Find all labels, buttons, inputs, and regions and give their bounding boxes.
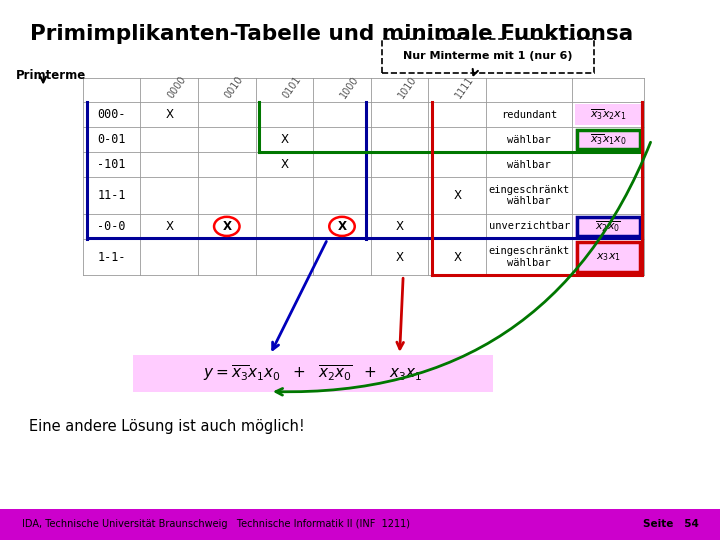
Text: $\overline{x_3}x_1x_0$: $\overline{x_3}x_1x_0$ <box>590 132 627 147</box>
Text: X: X <box>395 251 404 264</box>
Text: Seite   54: Seite 54 <box>642 519 698 529</box>
Text: Primimplikanten-Tabelle und minimale Funktionsa: Primimplikanten-Tabelle und minimale Fun… <box>30 24 633 44</box>
Text: Nur Minterme mit 1 (nur 6): Nur Minterme mit 1 (nur 6) <box>403 51 572 61</box>
Text: 1000: 1000 <box>338 75 361 100</box>
Text: $\overline{x_2}\overline{x_0}$: $\overline{x_2}\overline{x_0}$ <box>595 219 621 234</box>
Text: 11-1: 11-1 <box>97 189 126 202</box>
Text: redundant: redundant <box>501 110 557 119</box>
Text: eingeschränkt
wählbar: eingeschränkt wählbar <box>489 185 570 206</box>
Text: Primterme: Primterme <box>16 69 86 82</box>
Text: 000-: 000- <box>97 108 126 121</box>
Text: X: X <box>280 158 289 171</box>
Text: -0-0: -0-0 <box>97 220 126 233</box>
Text: IDA, Technische Universität Braunschweig   Technische Informatik II (INF  1211): IDA, Technische Universität Braunschweig… <box>22 519 410 529</box>
Text: wählbar: wählbar <box>508 160 551 170</box>
Text: 1-1-: 1-1- <box>97 251 126 264</box>
Bar <box>0 509 720 540</box>
Text: X: X <box>222 220 231 233</box>
Bar <box>577 217 640 236</box>
Text: X: X <box>395 220 404 233</box>
Text: 0010: 0010 <box>223 75 246 100</box>
Text: $x_3x_1$: $x_3x_1$ <box>596 251 621 263</box>
Text: 0000: 0000 <box>166 75 188 100</box>
Text: X: X <box>280 133 289 146</box>
Text: 1111: 1111 <box>454 75 476 100</box>
Bar <box>133 355 493 392</box>
Text: unverzichtbar: unverzichtbar <box>489 221 570 231</box>
Text: X: X <box>338 220 346 233</box>
Bar <box>575 241 642 273</box>
Text: X: X <box>165 108 174 121</box>
FancyArrowPatch shape <box>276 142 651 395</box>
Text: 1010: 1010 <box>396 75 418 100</box>
Text: X: X <box>165 220 174 233</box>
Text: Eine andere Lösung ist auch möglich!: Eine andere Lösung ist auch möglich! <box>29 419 305 434</box>
Text: 0101: 0101 <box>281 75 303 100</box>
Text: X: X <box>453 189 462 202</box>
Text: X: X <box>453 251 462 264</box>
Text: $y = \overline{x_3}x_1x_0\ \ +\ \ \overline{x_2}\overline{x_0}\ \ +\ \ x_3x_1$: $y = \overline{x_3}x_1x_0\ \ +\ \ \overl… <box>204 363 423 383</box>
Bar <box>575 129 642 150</box>
Bar <box>575 104 642 125</box>
Text: eingeschränkt
wählbar: eingeschränkt wählbar <box>489 246 570 268</box>
Text: 0-01: 0-01 <box>97 133 126 146</box>
Bar <box>577 242 640 272</box>
Bar <box>575 216 642 237</box>
Text: wählbar: wählbar <box>508 134 551 145</box>
FancyBboxPatch shape <box>382 39 594 73</box>
Text: -101: -101 <box>97 158 126 171</box>
Bar <box>577 130 640 149</box>
Text: $\overline{x_3}x_2x_1$: $\overline{x_3}x_2x_1$ <box>590 107 627 122</box>
